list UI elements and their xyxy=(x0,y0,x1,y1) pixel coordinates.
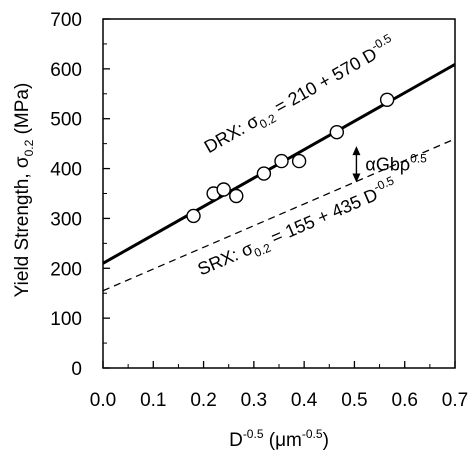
x-tick-label: 0.7 xyxy=(442,390,468,411)
x-tick-label: 0.5 xyxy=(341,390,367,411)
data-point xyxy=(379,92,395,107)
y-tick-label: 700 xyxy=(50,10,82,31)
x-tick-label: 0.2 xyxy=(190,390,216,411)
srx-fit-line xyxy=(102,138,456,292)
x-axis-title: D-0.5 (μm-0.5) xyxy=(229,427,329,451)
data-point xyxy=(256,166,272,181)
y-tick-label: 500 xyxy=(50,110,82,131)
data-points xyxy=(186,92,395,224)
data-point xyxy=(274,153,289,169)
y-tick-label: 600 xyxy=(50,60,82,81)
data-point xyxy=(329,124,345,140)
data-point xyxy=(291,153,307,169)
x-tick-label: 0.1 xyxy=(140,390,166,411)
plot-frame xyxy=(102,18,456,369)
y-axis-title: Yield Strength, σ0.2 (MPa) xyxy=(12,83,36,298)
x-tick-label: 0.6 xyxy=(392,390,418,411)
y-tick-label: 300 xyxy=(50,209,82,230)
x-tick-label: 0.0 xyxy=(90,390,116,411)
y-tick-label: 400 xyxy=(50,160,82,181)
annotation-group: αGbρ0.5 xyxy=(352,146,427,183)
data-point xyxy=(216,182,231,197)
data-point xyxy=(229,188,244,204)
y-tick-label: 100 xyxy=(50,309,82,330)
data-point xyxy=(186,208,201,224)
drx-equation-label: DRX: σ0.2 = 210 + 570 D-0.5 xyxy=(199,31,400,161)
gap-arrow-head-up xyxy=(352,146,361,156)
y-tick-label: 200 xyxy=(50,259,82,280)
gap-arrow-head-down xyxy=(352,173,361,183)
y-tick-label: 0 xyxy=(71,359,82,380)
gap-annotation-label: αGbρ0.5 xyxy=(365,151,427,174)
axis-ticks: 0.0 0.1 0.2 0.3 0.4 0.5 0.6 0.7 0 100 200 300 400 500… xyxy=(50,10,468,411)
x-tick-label: 0.4 xyxy=(291,390,318,411)
x-tick-label: 0.3 xyxy=(241,390,267,411)
